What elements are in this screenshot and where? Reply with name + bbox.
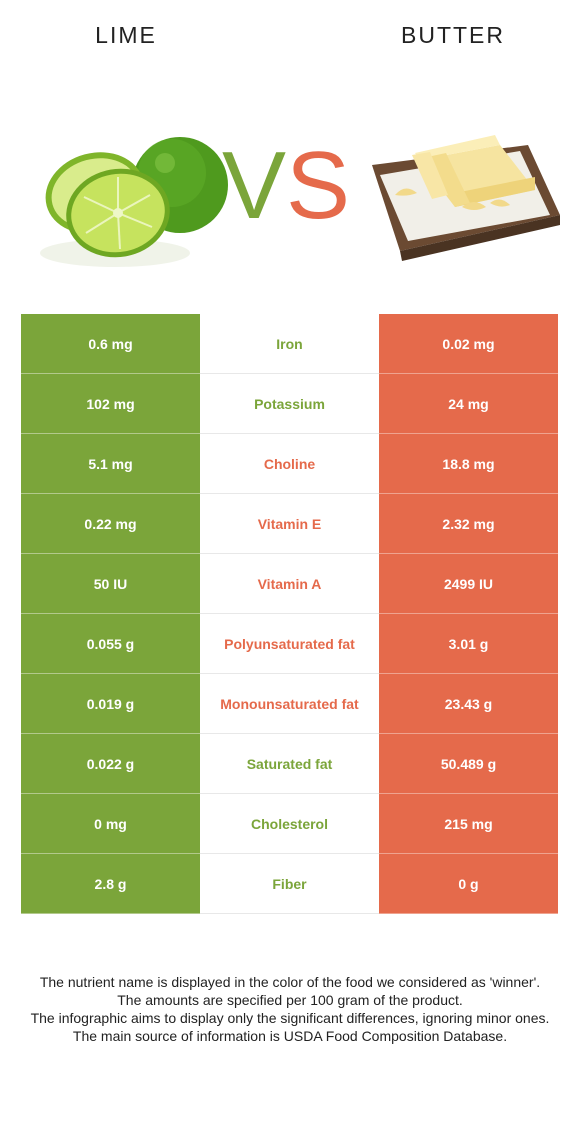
butter-image <box>372 135 560 261</box>
table-row: 102 mg Potassium 24 mg <box>21 373 558 434</box>
butter-value: 18.8 mg <box>379 433 558 494</box>
vs-label: VS <box>222 138 350 234</box>
table-row: 0.019 g Monounsaturated fat 23.43 g <box>21 673 558 734</box>
lime-value: 0.022 g <box>21 733 200 794</box>
footer-line-amounts: The amounts are specified per 100 gram o… <box>117 992 463 1008</box>
table-row: 2.8 g Fiber 0 g <box>21 853 558 914</box>
nutrient-name: Vitamin A <box>200 553 379 614</box>
vs-letter-v: V <box>222 132 287 239</box>
table-row: 0.055 g Polyunsaturated fat 3.01 g <box>21 613 558 674</box>
food-images <box>40 135 560 267</box>
butter-value: 0.02 mg <box>379 314 558 374</box>
lime-value: 0.6 mg <box>21 314 200 374</box>
lime-image <box>40 137 228 267</box>
butter-value: 215 mg <box>379 793 558 854</box>
nutrient-name: Polyunsaturated fat <box>200 613 379 674</box>
nutrient-name: Cholesterol <box>200 793 379 854</box>
butter-value: 2499 IU <box>379 553 558 614</box>
butter-value: 2.32 mg <box>379 493 558 554</box>
lime-value: 0.019 g <box>21 673 200 734</box>
left-food-title: LIME <box>95 22 157 48</box>
lime-value: 0.22 mg <box>21 493 200 554</box>
lime-value: 0 mg <box>21 793 200 854</box>
lime-value: 0.055 g <box>21 613 200 674</box>
table-row: 0 mg Cholesterol 215 mg <box>21 793 558 854</box>
lime-value: 102 mg <box>21 373 200 434</box>
nutrient-name: Monounsaturated fat <box>200 673 379 734</box>
footer-line-source: The main source of information is USDA F… <box>72 1028 508 1044</box>
right-food-title: BUTTER <box>401 22 505 48</box>
table-row: 0.22 mg Vitamin E 2.32 mg <box>21 493 558 554</box>
butter-value: 3.01 g <box>379 613 558 674</box>
butter-value: 50.489 g <box>379 733 558 794</box>
table-row: 5.1 mg Choline 18.8 mg <box>21 433 558 494</box>
table-row: 0.022 g Saturated fat 50.489 g <box>21 733 558 794</box>
nutrient-name: Vitamin E <box>200 493 379 554</box>
lime-value: 5.1 mg <box>21 433 200 494</box>
comparison-table: 0.6 mg Iron 0.02 mg 102 mg Potassium 24 mg 5.1… <box>21 314 558 914</box>
nutrient-name: Fiber <box>200 853 379 914</box>
table-row: 0.6 mg Iron 0.02 mg <box>21 314 558 374</box>
footer-notes: The nutrient name is displayed in the co… <box>16 973 564 1045</box>
footer-line-winner: The nutrient name is displayed in the co… <box>39 974 541 990</box>
butter-value: 24 mg <box>379 373 558 434</box>
butter-value: 23.43 g <box>379 673 558 734</box>
table-row: 50 IU Vitamin A 2499 IU <box>21 553 558 614</box>
vs-letter-s: S <box>286 132 351 239</box>
footer-line-aims: The infographic aims to display only the… <box>30 1010 550 1026</box>
nutrient-name: Iron <box>200 314 379 374</box>
nutrient-name: Choline <box>200 433 379 494</box>
nutrient-name: Potassium <box>200 373 379 434</box>
nutrient-name: Saturated fat <box>200 733 379 794</box>
butter-value: 0 g <box>379 853 558 914</box>
lime-value: 2.8 g <box>21 853 200 914</box>
lime-value: 50 IU <box>21 553 200 614</box>
